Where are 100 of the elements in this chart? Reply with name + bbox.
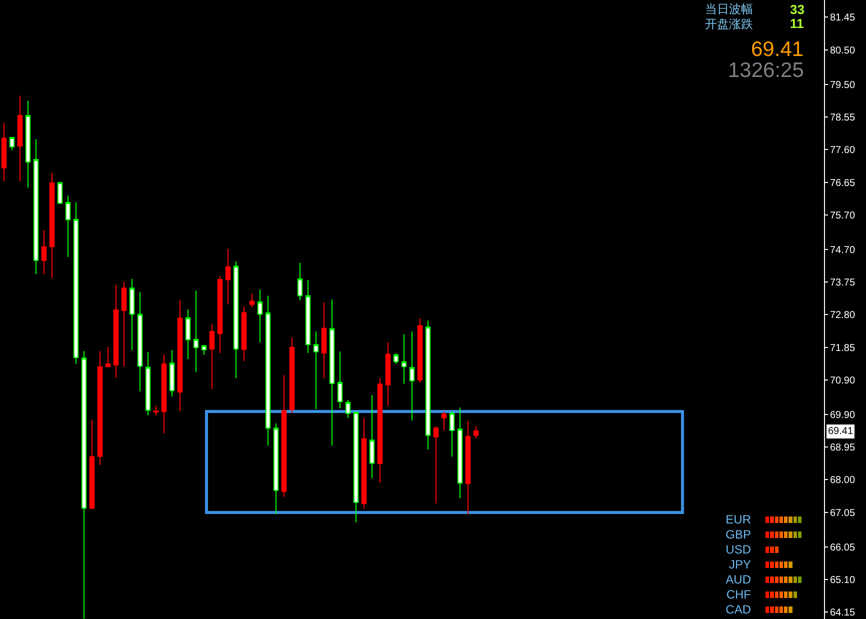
y-tick-label: 80.50 — [830, 45, 856, 56]
candlestick — [121, 281, 127, 368]
annotation: 当日波幅 — [705, 2, 753, 16]
candlestick — [385, 342, 391, 406]
candlestick — [297, 262, 303, 301]
candlestick — [9, 137, 15, 151]
candlestick — [465, 420, 471, 515]
candlestick — [369, 394, 375, 479]
y-tick-label: EUR — [726, 512, 752, 527]
candlestick — [449, 410, 455, 458]
y-tick-label: 65.10 — [830, 574, 856, 586]
candlestick — [65, 195, 71, 258]
annotation: 69.41 — [751, 38, 804, 61]
y-tick-label: CAD — [726, 602, 752, 617]
y-tick-label: 73.75 — [830, 277, 856, 288]
annotation: 33 — [790, 2, 804, 17]
candlestick — [321, 302, 327, 379]
candlestick — [313, 331, 319, 410]
bar — [769, 515, 775, 524]
candlestick — [361, 418, 367, 510]
candlestick — [249, 293, 255, 308]
candlestick — [289, 336, 295, 414]
y-tick-label: AUD — [726, 572, 752, 587]
y-tick-label: USD — [726, 542, 752, 557]
candlestick — [153, 405, 159, 416]
y-tick-label: JPY — [728, 558, 751, 572]
candlestick — [161, 354, 167, 434]
candlestick — [353, 412, 359, 523]
candlestick — [25, 100, 31, 188]
bar — [796, 515, 802, 524]
candlestick — [337, 350, 343, 409]
candlestick — [409, 331, 415, 422]
candlestick — [57, 182, 63, 204]
y-tick-label: 81.45 — [830, 12, 856, 24]
candlestick — [193, 290, 199, 373]
y-tick-label: 72.80 — [830, 310, 856, 322]
bar — [769, 575, 775, 584]
bar — [769, 560, 775, 569]
bar — [796, 575, 802, 584]
y-tick-label: 77.60 — [830, 145, 856, 156]
y-tick-label: 78.55 — [830, 112, 856, 124]
candlestick — [433, 426, 439, 504]
y-tick-label: 66.05 — [830, 542, 856, 554]
candlestick — [329, 299, 335, 446]
annotation: 69.41 — [828, 426, 854, 437]
candlestick — [49, 172, 55, 278]
y-tick-label: GBP — [726, 528, 751, 542]
candlestick — [377, 378, 383, 484]
candlestick — [217, 276, 223, 354]
y-tick-label: 75.70 — [830, 210, 856, 222]
candlestick — [281, 374, 287, 498]
candlestick — [1, 122, 7, 182]
bar — [769, 530, 775, 539]
bar — [796, 530, 802, 539]
annotation: 开盘涨跌 — [705, 17, 753, 31]
candlestick — [265, 295, 271, 446]
candlestick — [145, 352, 151, 416]
bar — [769, 605, 775, 614]
y-tick-label: 74.70 — [830, 244, 856, 256]
candlestick — [305, 279, 311, 354]
annotation: 1326:25 — [728, 59, 804, 82]
candlestick — [273, 422, 279, 515]
y-tick-label: CHF — [726, 588, 751, 602]
candlestick — [113, 284, 119, 378]
candlestick — [33, 138, 39, 275]
candlestick — [473, 426, 479, 439]
y-tick-label: 79.50 — [830, 80, 856, 91]
candlestick — [345, 399, 351, 418]
candlestick — [17, 95, 23, 182]
candlestick — [225, 248, 231, 305]
candlestick — [417, 318, 423, 384]
candlestick — [441, 411, 447, 432]
candlestick — [177, 300, 183, 412]
candlestick — [425, 320, 431, 450]
candlestick — [81, 350, 87, 619]
candlestick — [169, 350, 175, 397]
y-tick-label: 71.85 — [830, 342, 856, 354]
candlestick — [457, 407, 463, 499]
y-tick-label: 67.05 — [830, 508, 856, 519]
candlestick — [137, 291, 143, 392]
y-tick-label: 68.00 — [830, 475, 856, 486]
candlestick — [129, 278, 135, 351]
bar — [769, 590, 775, 599]
y-tick-label: 64.15 — [830, 608, 856, 619]
y-tick-label: 70.90 — [830, 376, 856, 386]
annotation: 11 — [790, 16, 804, 31]
candlestick — [41, 230, 47, 275]
candlestick — [393, 353, 399, 364]
candlestick — [401, 334, 407, 384]
candlestick — [97, 350, 103, 466]
candlestick — [105, 346, 111, 368]
y-tick-label: 68.95 — [830, 442, 856, 454]
candlestick — [201, 345, 207, 356]
candlestick — [73, 202, 79, 364]
candlestick — [185, 309, 191, 360]
candlestick — [233, 260, 239, 379]
y-tick-label: 76.65 — [830, 178, 856, 189]
candlestick — [257, 289, 263, 344]
candlestick — [241, 306, 247, 362]
candlestick — [89, 419, 95, 509]
